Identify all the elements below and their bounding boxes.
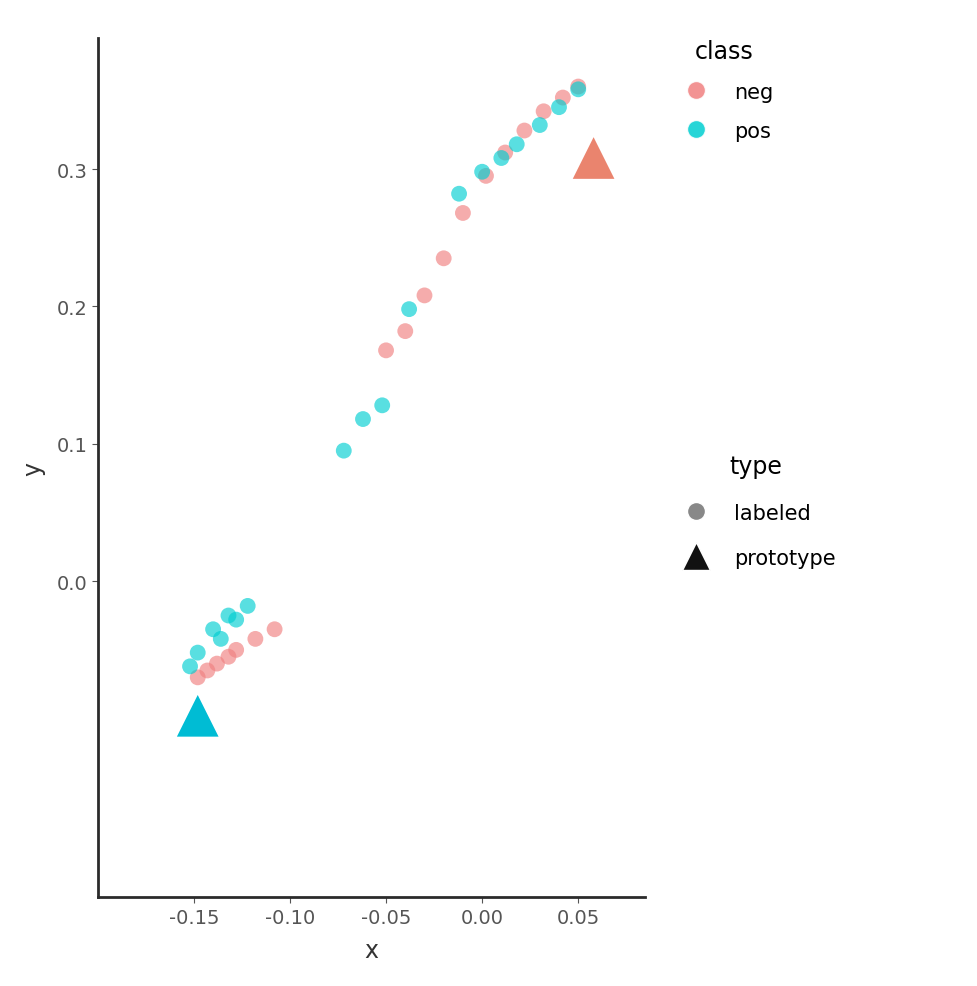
Point	[199, 663, 215, 678]
Point	[535, 105, 551, 120]
Point	[497, 146, 513, 162]
Point	[454, 206, 470, 222]
Point	[205, 622, 221, 638]
Point	[401, 302, 416, 317]
Point	[221, 608, 236, 624]
Point	[474, 165, 489, 180]
Point	[555, 91, 571, 106]
Point	[355, 412, 370, 428]
Point	[508, 137, 524, 153]
Point	[378, 343, 394, 359]
Point	[374, 398, 390, 414]
Point	[239, 599, 255, 614]
Point	[267, 622, 282, 638]
Point	[228, 642, 243, 658]
Point	[531, 118, 547, 134]
Point	[190, 645, 205, 661]
Point	[570, 80, 585, 96]
Point	[228, 612, 243, 628]
Point	[493, 151, 509, 167]
Point	[551, 101, 567, 116]
Point	[190, 669, 205, 685]
Point	[416, 288, 432, 304]
Point	[213, 631, 229, 647]
Point	[182, 659, 197, 674]
Point	[221, 649, 236, 665]
Point	[190, 708, 205, 724]
Point	[436, 251, 451, 267]
Legend: labeled, prototype: labeled, prototype	[675, 455, 834, 568]
Point	[397, 323, 412, 339]
Y-axis label: y: y	[21, 461, 45, 475]
Point	[570, 83, 585, 99]
Point	[247, 631, 263, 647]
Point	[516, 123, 531, 139]
Legend: neg, pos: neg, pos	[675, 40, 772, 141]
Point	[478, 169, 493, 184]
Point	[450, 186, 466, 202]
Point	[209, 656, 225, 671]
Point	[585, 151, 601, 167]
X-axis label: x: x	[364, 938, 378, 961]
Point	[336, 444, 352, 459]
